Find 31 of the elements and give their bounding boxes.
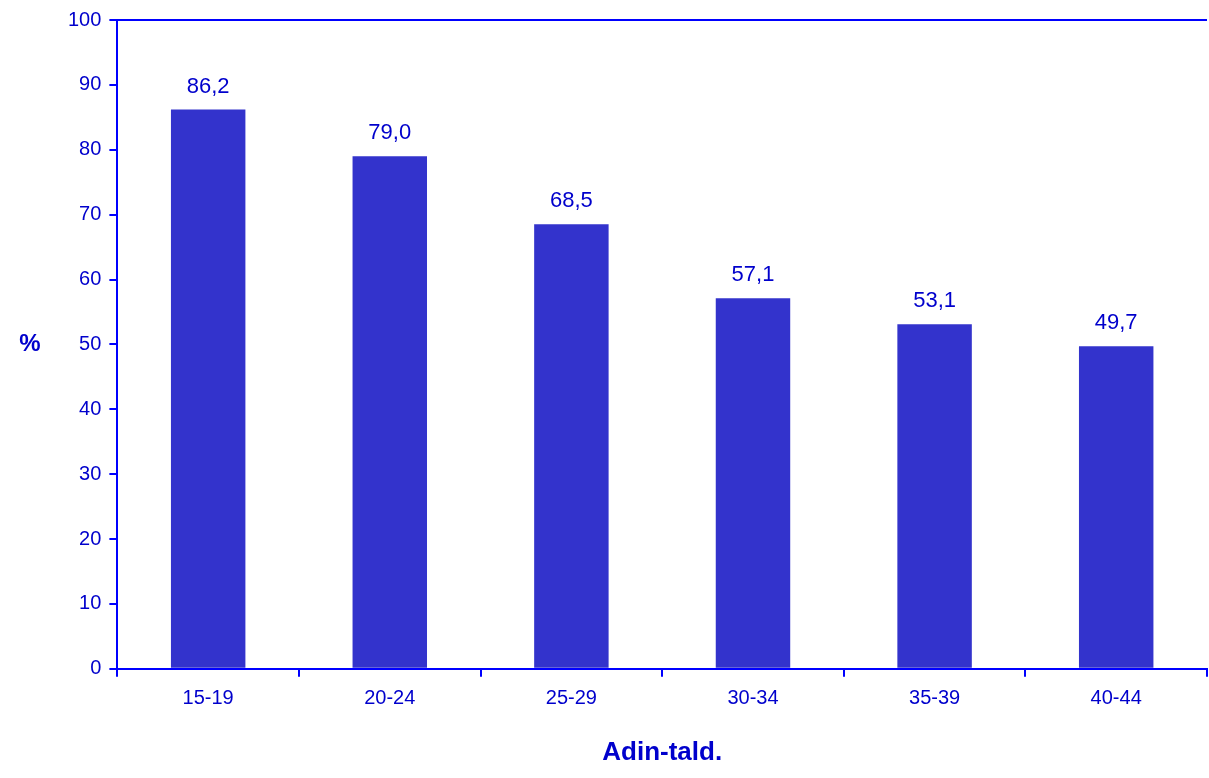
y-tick-label: 100 [67,7,102,30]
y-tick-label: 90 [79,72,102,95]
y-tick-label: 30 [79,461,102,484]
bar [352,156,428,668]
data-label: 86,2 [186,72,230,98]
x-tick-label: 40-44 [1090,686,1142,709]
bar [897,324,972,668]
x-tick-label: 35-39 [909,686,961,709]
y-tick-label: 10 [79,591,102,614]
y-tick-label: 0 [90,656,102,679]
y-tick-label: 50 [79,331,102,354]
data-label: 57,1 [731,261,775,287]
bar [534,224,609,668]
x-tick-label: 15-19 [182,686,234,709]
bar [170,109,246,668]
data-label: 53,1 [913,287,957,313]
y-tick-label: 40 [79,396,102,419]
bar [1078,346,1154,668]
y-tick-label: 70 [79,202,102,225]
x-tick-label: 25-29 [545,686,597,709]
y-tick-label: 80 [79,137,102,160]
data-label: 79,0 [368,119,412,145]
bar [715,298,791,668]
y-tick-label: 60 [79,267,102,290]
x-tick-label: 30-34 [727,686,779,709]
x-tick-label: 20-24 [364,686,416,709]
y-axis-title: % [19,329,41,357]
data-label: 49,7 [1094,309,1138,335]
x-axis-title: Adin-tald. [602,735,723,766]
data-label: 68,5 [549,187,593,213]
y-tick-label: 20 [79,526,102,549]
